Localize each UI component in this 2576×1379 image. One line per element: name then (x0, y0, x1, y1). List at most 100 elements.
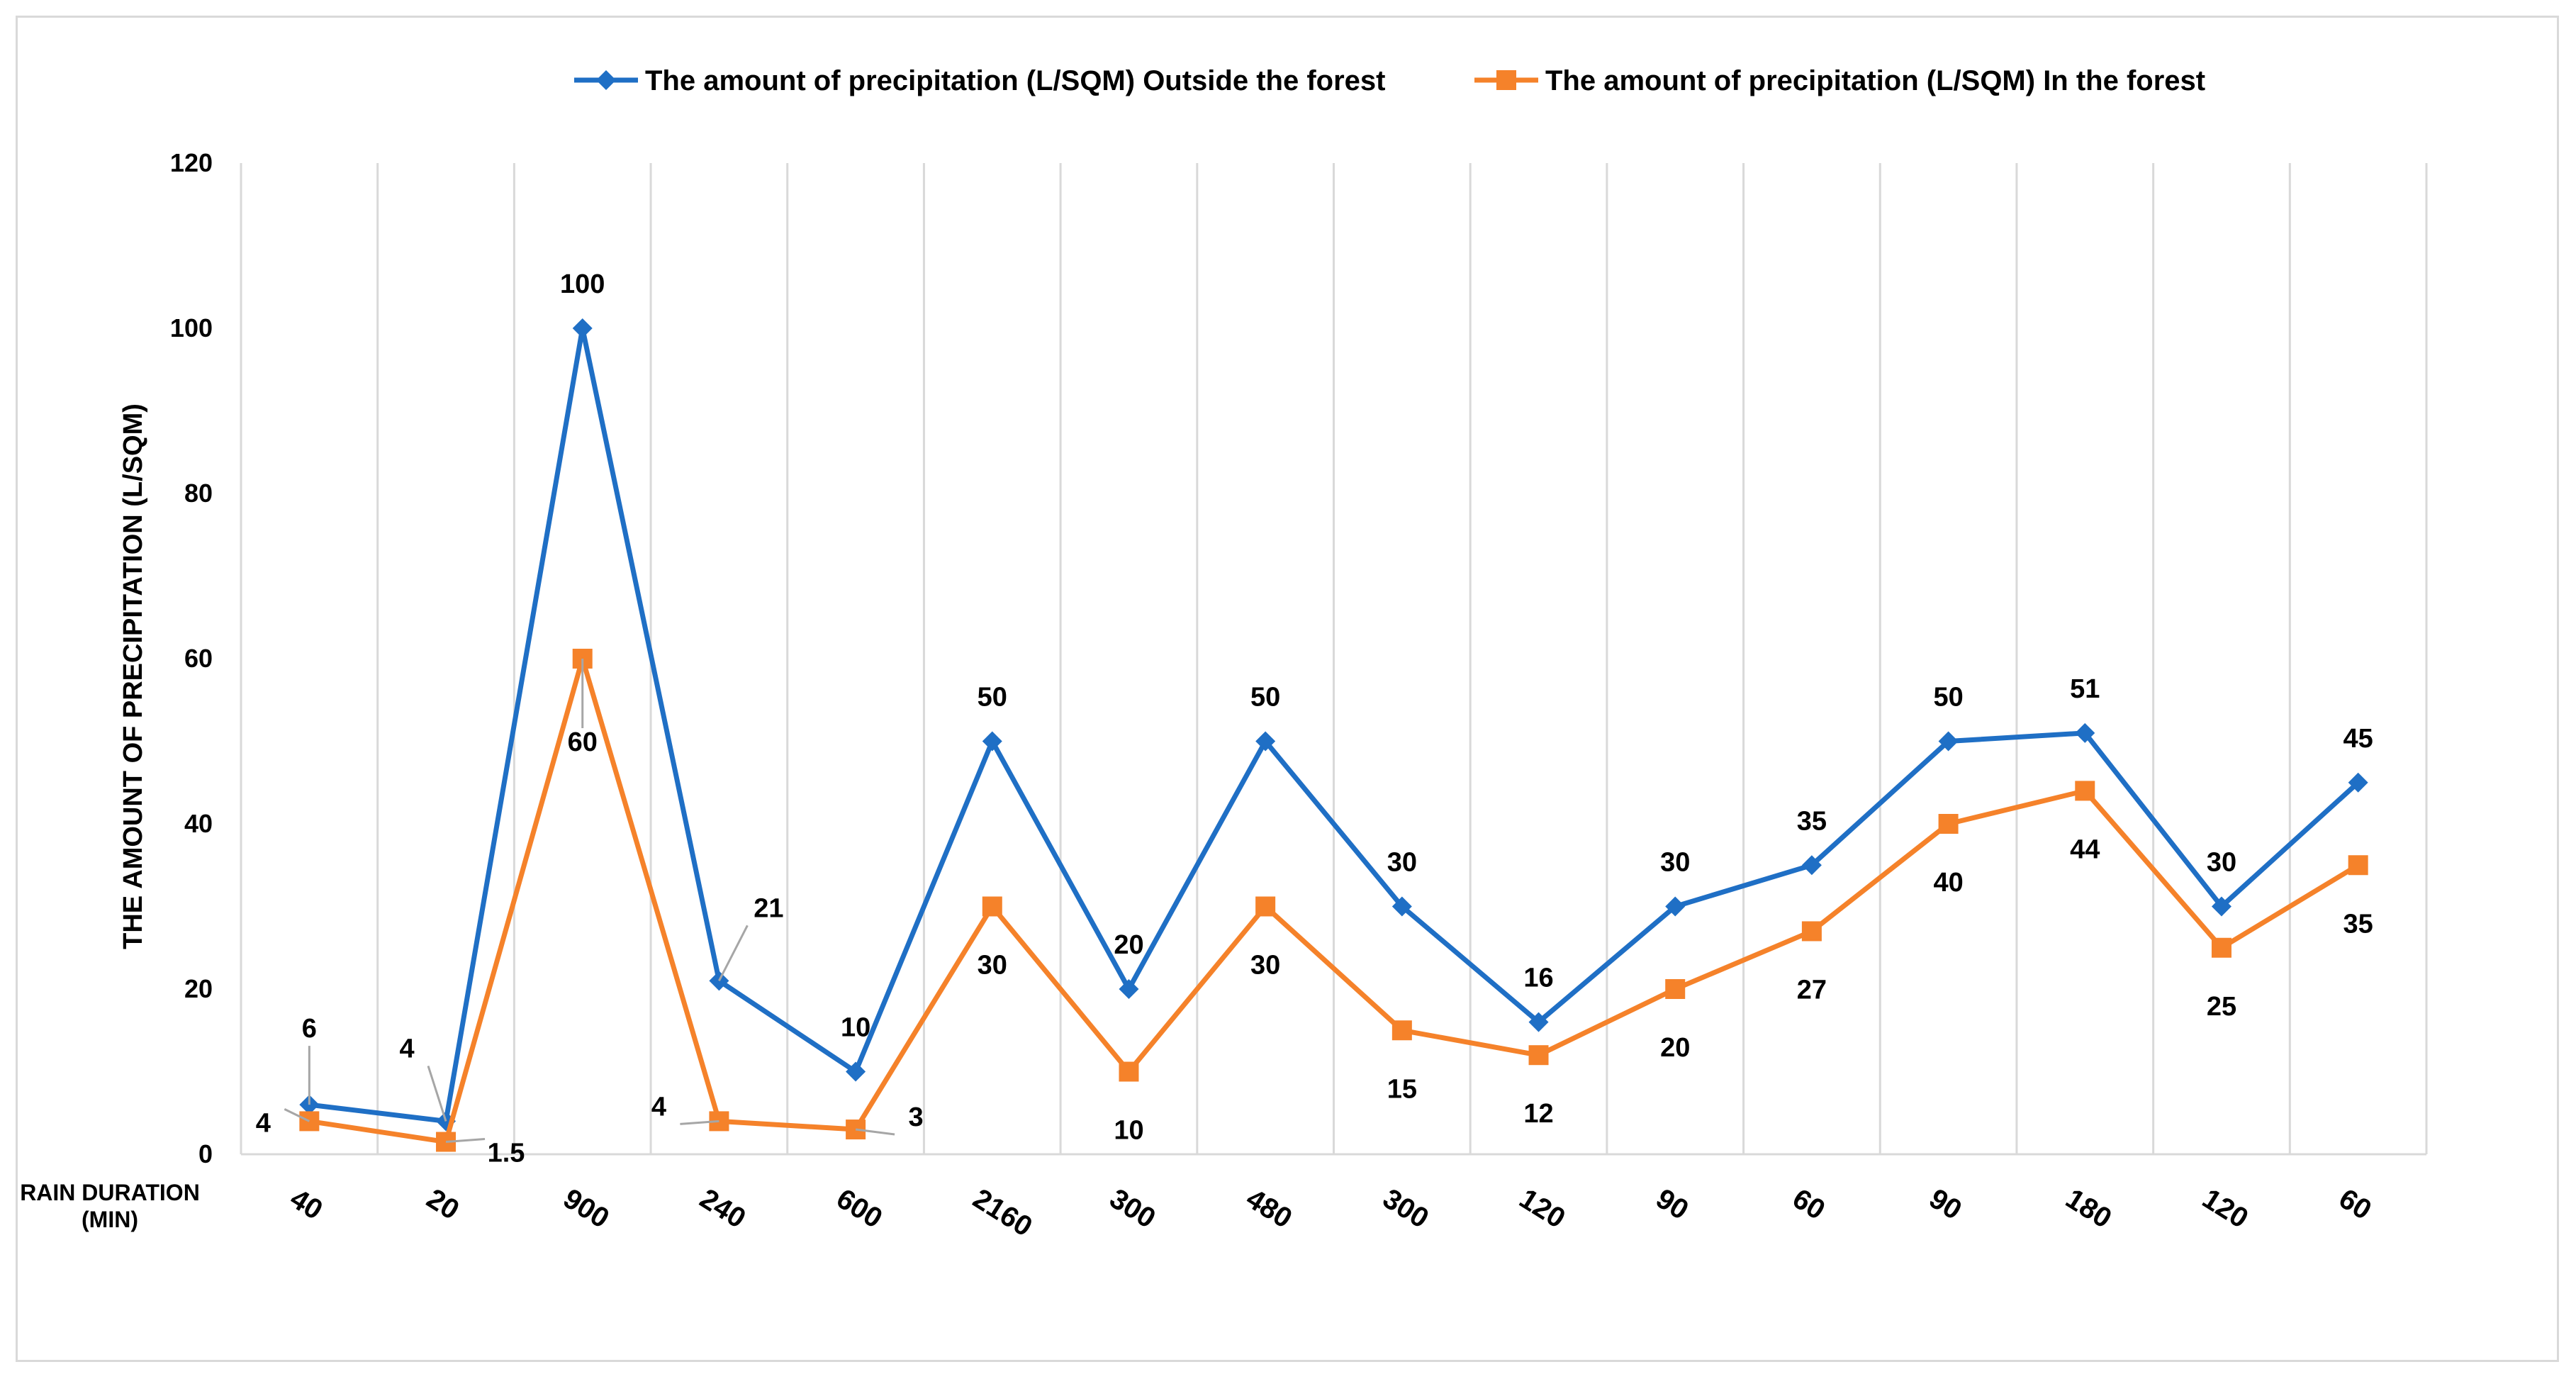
series-line-outside-forest (308, 325, 2361, 1124)
x-tick-label: 20 (421, 1183, 464, 1226)
x-axis-label: RAIN DURATION (MIN) (20, 1180, 200, 1232)
point-outside-forest (1801, 855, 1822, 876)
data-label-outside-forest: 30 (1660, 848, 1690, 878)
x-tick-label: 40 (285, 1183, 328, 1226)
point-outside-forest (1665, 896, 1686, 917)
x-tick-label: 90 (1650, 1183, 1693, 1226)
x-tick-label: 90 (1924, 1183, 1967, 1226)
y-axis-label: THE AMOUNT OF PRECIPITATION (L/SQM) (118, 403, 148, 949)
data-label-outside-forest: 6 (302, 1014, 317, 1044)
point-in-forest (982, 896, 1002, 917)
data-label-in-forest: 25 (2207, 992, 2236, 1022)
data-label-outside-forest: 20 (1114, 930, 1143, 960)
y-tick-label: 120 (170, 148, 213, 177)
x-tick-label: 480 (1241, 1183, 1297, 1234)
data-label-in-forest: 30 (978, 951, 1007, 981)
point-in-forest (1255, 896, 1276, 917)
data-label-in-forest: 40 (1933, 868, 1963, 898)
point-outside-forest (2075, 722, 2095, 743)
data-label-leader (445, 1138, 486, 1144)
point-in-forest (1528, 1045, 1549, 1066)
point-in-forest (2348, 855, 2368, 876)
data-label-outside-forest: 4 (399, 1034, 414, 1063)
data-label-leader (680, 1120, 719, 1125)
data-labels: 6 4 100 21 10 50 20 50 30 16 30 35 50 51 30 45 4 1.5 60 4 3 3… (256, 269, 2373, 1168)
x-tick-label: 240 (695, 1183, 751, 1234)
x-tick-label: 180 (2061, 1183, 2117, 1234)
data-label-in-forest: 60 (568, 727, 598, 757)
x-tick-label: 120 (2197, 1183, 2253, 1234)
point-outside-forest (1528, 1012, 1549, 1032)
data-label-outside-forest: 50 (978, 683, 1007, 713)
point-outside-forest (1255, 731, 1276, 752)
data-label-in-forest: 10 (1114, 1116, 1143, 1146)
chart-frame: 0 20 40 60 80 100 120 40 20 900 240 600 2160 300 480 3… (16, 16, 2559, 1362)
data-label-leader (427, 1065, 447, 1122)
x-tick-label: 300 (1377, 1183, 1434, 1234)
x-tick-label: 600 (831, 1183, 887, 1234)
data-label-in-forest: 27 (1797, 975, 1827, 1005)
data-label-in-forest: 1.5 (488, 1139, 525, 1168)
data-label-in-forest: 35 (2343, 909, 2373, 939)
legend-marker-in-forest (1496, 70, 1516, 90)
data-label-in-forest: 20 (1660, 1033, 1690, 1063)
data-label-outside-forest: 50 (1933, 683, 1963, 713)
legend-label-in-forest: The amount of precipitation (L/SQM) In t… (1545, 65, 2205, 96)
point-outside-forest (1938, 731, 1959, 752)
x-tick-label: 60 (2334, 1183, 2377, 1226)
point-outside-forest (2211, 896, 2231, 917)
y-tick-label: 100 (170, 313, 213, 342)
data-label-in-forest: 30 (1250, 951, 1280, 981)
x-tick-label: 60 (1787, 1183, 1830, 1226)
point-in-forest (2211, 937, 2231, 958)
legend-label-outside-forest: The amount of precipitation (L/SQM) Outs… (645, 65, 1385, 96)
data-label-outside-forest: 35 (1797, 806, 1827, 836)
data-label-in-forest: 3 (909, 1102, 924, 1132)
y-tick-label: 60 (184, 644, 213, 673)
point-in-forest (1391, 1020, 1412, 1041)
point-in-forest (2075, 781, 2095, 801)
data-label-in-forest: 12 (1523, 1099, 1553, 1129)
data-label-outside-forest: 100 (560, 269, 605, 299)
series-line-in-forest (308, 656, 2360, 1145)
legend: The amount of precipitation (L/SQM) Outs… (574, 65, 2205, 96)
y-tick-labels: 0 20 40 60 80 100 120 (170, 148, 213, 1168)
data-label-outside-forest: 21 (754, 893, 783, 923)
point-in-forest (1119, 1061, 1139, 1082)
data-label-leader (284, 1108, 310, 1122)
point-outside-forest (846, 1061, 866, 1082)
data-label-leader (718, 925, 749, 982)
data-label-in-forest: 4 (651, 1092, 666, 1122)
point-outside-forest (1119, 979, 1139, 999)
x-tick-labels: 40 20 900 240 600 2160 300 480 300 120 90 60 90 180 12… (285, 1183, 2377, 1242)
data-label-in-forest: 15 (1387, 1074, 1417, 1104)
data-label-outside-forest: 45 (2343, 724, 2373, 754)
data-label-in-forest: 44 (2070, 834, 2100, 864)
point-outside-forest (982, 731, 1002, 752)
y-tick-label: 20 (184, 974, 213, 1003)
y-tick-label: 0 (198, 1139, 213, 1168)
gridlines (240, 163, 2428, 1154)
point-in-forest (1938, 814, 1959, 834)
y-tick-label: 80 (184, 479, 213, 508)
point-outside-forest (2348, 772, 2368, 793)
point-in-forest (1665, 979, 1686, 999)
point-in-forest (1801, 921, 1822, 942)
point-outside-forest (572, 318, 593, 338)
data-label-leader (855, 1128, 895, 1136)
x-tick-label: 900 (558, 1183, 615, 1234)
data-label-outside-forest: 16 (1523, 964, 1553, 993)
legend-marker-outside-forest (596, 70, 616, 90)
point-outside-forest (1391, 896, 1412, 917)
data-label-outside-forest: 30 (1387, 848, 1417, 878)
data-label-outside-forest: 10 (841, 1013, 870, 1043)
data-label-outside-forest: 50 (1250, 683, 1280, 713)
data-label-in-forest: 4 (256, 1108, 271, 1138)
x-tick-label: 300 (1104, 1183, 1161, 1234)
x-tick-label: 120 (1514, 1183, 1571, 1234)
data-label-outside-forest: 30 (2207, 848, 2236, 878)
x-tick-label: 2160 (968, 1183, 1038, 1242)
data-label-outside-forest: 51 (2070, 674, 2100, 704)
series (299, 318, 2368, 1152)
